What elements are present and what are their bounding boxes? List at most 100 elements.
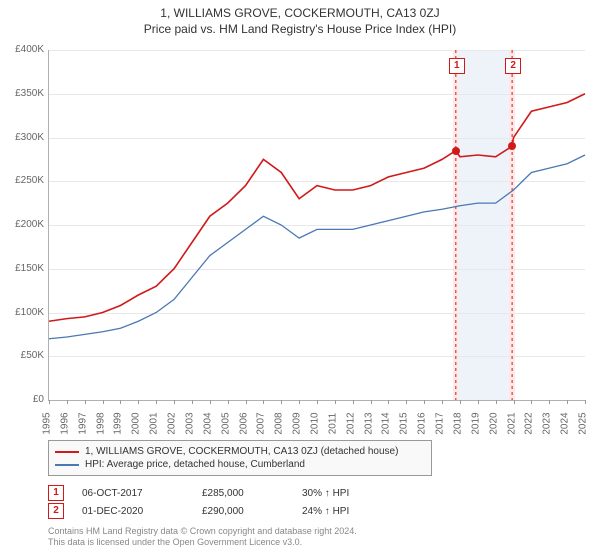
- x-axis-label: 2003: [185, 412, 196, 434]
- y-axis-label: £350K: [0, 88, 44, 99]
- x-axis-label: 2024: [560, 412, 571, 434]
- x-axis-label: 2009: [292, 412, 303, 434]
- x-axis-label: 1997: [77, 412, 88, 434]
- legend-row: 1, WILLIAMS GROVE, COCKERMOUTH, CA13 0ZJ…: [55, 445, 425, 458]
- marker-number-box: 1: [449, 58, 465, 74]
- y-axis-label: £400K: [0, 44, 44, 55]
- x-axis-label: 2004: [202, 412, 213, 434]
- x-tick: [281, 400, 282, 404]
- x-tick: [442, 400, 443, 404]
- x-tick: [335, 400, 336, 404]
- x-axis-label: 2011: [327, 413, 338, 435]
- x-tick: [371, 400, 372, 404]
- sales-row: 2 01-DEC-2020£290,00024% ↑ HPI: [48, 502, 402, 520]
- x-axis-label: 2016: [417, 412, 428, 434]
- legend-label: HPI: Average price, detached house, Cumb…: [85, 459, 305, 470]
- y-axis-label: £250K: [0, 175, 44, 186]
- x-axis-label: 2017: [435, 412, 446, 434]
- x-tick: [120, 400, 121, 404]
- x-axis-label: 2022: [524, 412, 535, 434]
- x-tick: [496, 400, 497, 404]
- x-tick: [67, 400, 68, 404]
- x-tick: [210, 400, 211, 404]
- x-axis-label: 2019: [470, 412, 481, 434]
- sales-row: 1 06-OCT-2017£285,00030% ↑ HPI: [48, 484, 402, 502]
- x-tick: [567, 400, 568, 404]
- x-axis-label: 2008: [274, 412, 285, 434]
- sales-table: 1 06-OCT-2017£285,00030% ↑ HPI 2 01-DEC-202…: [48, 484, 402, 520]
- sales-marker: 2: [48, 503, 64, 519]
- y-axis-label: £300K: [0, 132, 44, 143]
- legend: 1, WILLIAMS GROVE, COCKERMOUTH, CA13 0ZJ…: [48, 440, 432, 476]
- x-axis-label: 2021: [506, 412, 517, 434]
- x-axis-label: 2018: [453, 412, 464, 434]
- x-tick: [317, 400, 318, 404]
- x-axis-label: 1998: [95, 412, 106, 434]
- x-axis-label: 1999: [113, 412, 124, 434]
- x-tick: [263, 400, 264, 404]
- footer-line-2: This data is licensed under the Open Gov…: [48, 537, 548, 548]
- title-main: 1, WILLIAMS GROVE, COCKERMOUTH, CA13 0ZJ: [0, 6, 600, 20]
- x-tick: [460, 400, 461, 404]
- chart-svg: [49, 50, 585, 400]
- x-tick: [549, 400, 550, 404]
- y-axis-label: £200K: [0, 219, 44, 230]
- legend-row: HPI: Average price, detached house, Cumb…: [55, 458, 425, 471]
- x-tick: [103, 400, 104, 404]
- x-tick: [138, 400, 139, 404]
- x-axis-label: 2007: [256, 412, 267, 434]
- x-tick: [85, 400, 86, 404]
- legend-label: 1, WILLIAMS GROVE, COCKERMOUTH, CA13 0ZJ…: [85, 446, 398, 457]
- x-tick: [353, 400, 354, 404]
- x-tick: [585, 400, 586, 404]
- x-tick: [192, 400, 193, 404]
- x-axis-label: 2013: [363, 412, 374, 434]
- x-axis-label: 2020: [488, 412, 499, 434]
- x-axis-label: 2000: [131, 412, 142, 434]
- sales-date: 06-OCT-2017: [82, 488, 202, 499]
- footer-attribution: Contains HM Land Registry data © Crown c…: [48, 526, 548, 549]
- x-tick: [388, 400, 389, 404]
- chart-plot-area: 12: [48, 50, 585, 401]
- x-axis-label: 2006: [238, 412, 249, 434]
- x-tick: [246, 400, 247, 404]
- x-tick: [531, 400, 532, 404]
- x-axis-label: 2025: [578, 412, 589, 434]
- x-axis-label: 2001: [149, 412, 160, 434]
- sales-price: £290,000: [202, 506, 302, 517]
- title-sub: Price paid vs. HM Land Registry's House …: [0, 22, 600, 36]
- x-tick: [156, 400, 157, 404]
- y-axis-label: £50K: [0, 350, 44, 361]
- x-axis-label: 2002: [167, 412, 178, 434]
- x-axis-label: 1996: [59, 412, 70, 434]
- legend-swatch: [55, 464, 79, 466]
- x-tick: [514, 400, 515, 404]
- chart-container: 1, WILLIAMS GROVE, COCKERMOUTH, CA13 0ZJ…: [0, 0, 600, 560]
- footer-line-1: Contains HM Land Registry data © Crown c…: [48, 526, 548, 537]
- marker-dot: [452, 147, 460, 155]
- x-axis-label: 2014: [381, 412, 392, 434]
- x-tick: [424, 400, 425, 404]
- series-line: [49, 155, 585, 339]
- y-axis-label: £0: [0, 394, 44, 405]
- x-tick: [406, 400, 407, 404]
- x-axis-label: 2023: [542, 412, 553, 434]
- x-tick: [478, 400, 479, 404]
- legend-swatch: [55, 451, 79, 453]
- sales-diff: 24% ↑ HPI: [302, 506, 402, 517]
- sales-diff: 30% ↑ HPI: [302, 488, 402, 499]
- series-line: [49, 94, 585, 322]
- x-tick: [299, 400, 300, 404]
- x-tick: [49, 400, 50, 404]
- sales-price: £285,000: [202, 488, 302, 499]
- x-axis-label: 2015: [399, 412, 410, 434]
- sales-marker: 1: [48, 485, 64, 501]
- sales-date: 01-DEC-2020: [82, 506, 202, 517]
- titles: 1, WILLIAMS GROVE, COCKERMOUTH, CA13 0ZJ…: [0, 0, 600, 36]
- x-axis-label: 1995: [42, 412, 53, 434]
- y-axis-label: £100K: [0, 307, 44, 318]
- x-tick: [228, 400, 229, 404]
- x-axis-label: 2010: [310, 412, 321, 434]
- marker-number-box: 2: [505, 58, 521, 74]
- x-axis-label: 2012: [345, 412, 356, 434]
